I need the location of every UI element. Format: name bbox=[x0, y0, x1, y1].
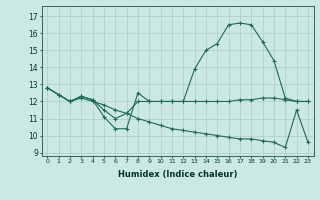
X-axis label: Humidex (Indice chaleur): Humidex (Indice chaleur) bbox=[118, 170, 237, 179]
